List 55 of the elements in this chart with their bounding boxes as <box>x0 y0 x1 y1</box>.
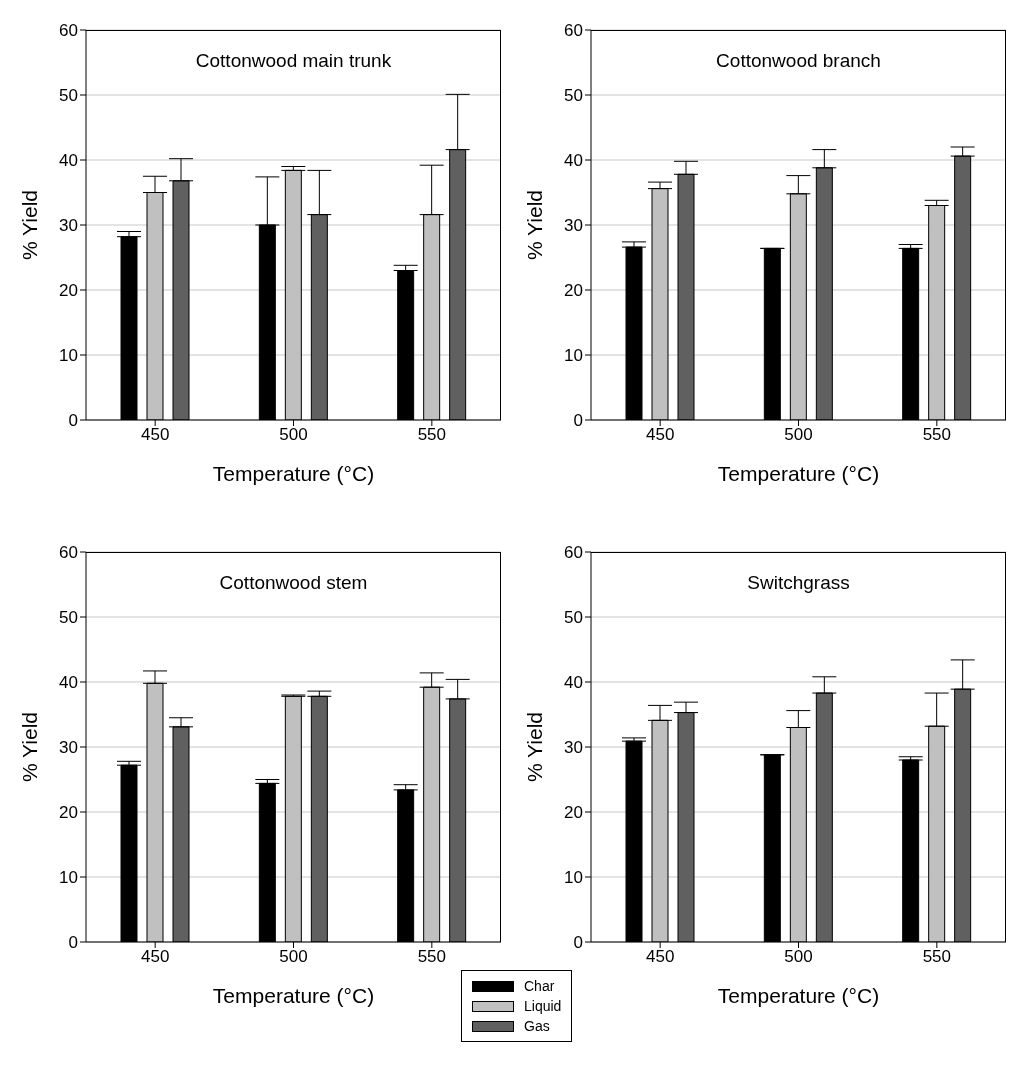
y-tick-label: 60 <box>564 543 583 563</box>
x-axis-title: Temperature (°C) <box>716 984 881 1008</box>
legend-label: Char <box>524 978 555 994</box>
y-tick-label: 20 <box>59 281 78 301</box>
x-tick-label: 450 <box>140 947 170 967</box>
y-tick-label: 30 <box>564 216 583 236</box>
y-tick-label: 10 <box>59 346 78 366</box>
y-tick-label: 50 <box>564 86 583 106</box>
x-tick-label: 550 <box>417 425 447 445</box>
x-tick-label: 500 <box>784 425 813 445</box>
text: Cottonwood stem <box>218 572 369 594</box>
y-tick-label: 0 <box>573 411 583 431</box>
y-tick-label: 0 <box>68 411 78 431</box>
y-axis-title: % Yield <box>523 189 547 261</box>
text: Cottonwood branch <box>715 50 882 72</box>
y-tick-label: 60 <box>564 21 583 41</box>
x-axis-title: Temperature (°C) <box>211 462 376 486</box>
x-tick-label: 550 <box>417 947 447 967</box>
x-tick-label: 450 <box>645 947 675 967</box>
y-tick-label: 30 <box>564 738 583 758</box>
y-tick-label: 10 <box>564 346 583 366</box>
x-tick-label: 550 <box>922 425 952 445</box>
text: Switchgrass <box>746 572 851 594</box>
legend-label: Gas <box>524 1018 550 1034</box>
y-tick-label: 40 <box>564 151 583 171</box>
y-axis-title: % Yield <box>18 189 42 261</box>
y-tick-label: 50 <box>59 86 78 106</box>
x-tick-label: 450 <box>645 425 675 445</box>
y-tick-label: 50 <box>59 608 78 628</box>
x-axis-title: Temperature (°C) <box>211 984 376 1008</box>
x-tick-label: 500 <box>279 425 308 445</box>
legend-label: Liquid <box>524 998 562 1014</box>
y-axis-title: % Yield <box>18 711 42 783</box>
y-tick-label: 40 <box>59 151 78 171</box>
y-tick-label: 50 <box>564 608 583 628</box>
y-tick-label: 30 <box>59 216 78 236</box>
x-tick-label: 450 <box>140 425 170 445</box>
x-tick-label: 500 <box>784 947 813 967</box>
y-tick-label: 10 <box>59 868 78 888</box>
y-tick-label: 60 <box>59 543 78 563</box>
y-tick-label: 0 <box>573 933 583 953</box>
x-tick-label: 500 <box>279 947 308 967</box>
y-tick-label: 0 <box>68 933 78 953</box>
y-axis-title: % Yield <box>523 711 547 783</box>
y-tick-label: 40 <box>59 673 78 693</box>
x-tick-label: 550 <box>922 947 952 967</box>
y-tick-label: 60 <box>59 21 78 41</box>
y-tick-label: 10 <box>564 868 583 888</box>
y-tick-label: 30 <box>59 738 78 758</box>
y-tick-label: 40 <box>564 673 583 693</box>
x-axis-title: Temperature (°C) <box>716 462 881 486</box>
y-tick-label: 20 <box>564 803 583 823</box>
y-tick-label: 20 <box>59 803 78 823</box>
y-tick-label: 20 <box>564 281 583 301</box>
text: Cottonwood main trunk <box>194 50 393 72</box>
